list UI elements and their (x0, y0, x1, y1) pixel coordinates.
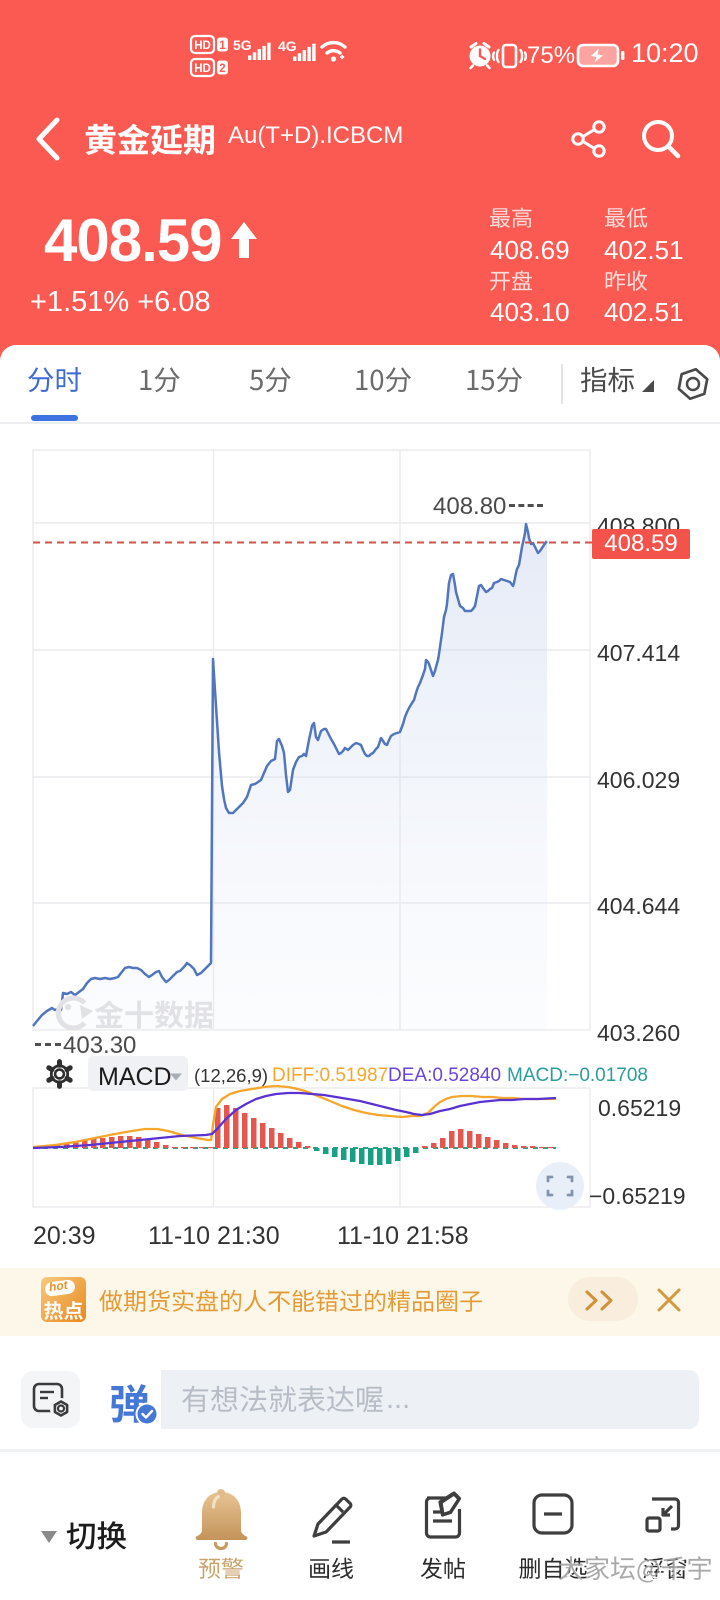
svg-text:HD: HD (194, 63, 211, 75)
svg-text:1: 1 (219, 40, 226, 52)
svg-text:2: 2 (219, 63, 225, 75)
svg-text:HD: HD (194, 40, 211, 52)
svg-text:4G: 4G (278, 38, 297, 54)
svg-text:5G: 5G (233, 37, 252, 53)
